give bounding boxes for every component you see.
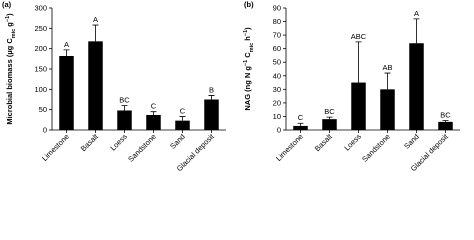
error-bar <box>121 105 128 111</box>
bar <box>88 41 103 131</box>
y-tick-label: 300 <box>34 4 47 13</box>
y-tick-label: 30 <box>273 85 281 94</box>
y-tick-label: 150 <box>34 65 47 74</box>
panel-label: (a) <box>2 0 12 9</box>
y-axis-label: Microbial biomass (µg Cmic g−1) <box>5 13 17 125</box>
y-tick-label: 40 <box>273 71 281 80</box>
x-tick-label: Sand <box>168 132 187 151</box>
y-tick-label: 10 <box>273 112 281 121</box>
y-tick-label: 0 <box>43 126 47 135</box>
significance-letter: C <box>180 107 186 116</box>
x-tick-label: Loess <box>342 132 363 153</box>
label-part: ) <box>243 27 252 30</box>
error-bar <box>150 111 157 115</box>
significance-letter: C <box>151 102 157 111</box>
y-tick-label: 70 <box>273 31 281 40</box>
x-tick-label: Sandstone <box>126 132 158 164</box>
x-tick-label: Loess <box>108 132 129 153</box>
x-tick-label: Basalt <box>79 131 101 153</box>
label-part: h <box>243 36 252 43</box>
label-part: Microbial biomass (µg C <box>5 38 14 125</box>
y-tick-label: 200 <box>34 44 47 53</box>
axis-line <box>285 8 460 131</box>
significance-letter: BC <box>119 96 130 105</box>
label-sup: −1 <box>243 30 249 36</box>
y-tick-label: 60 <box>273 44 281 53</box>
label-part: ) <box>5 13 14 16</box>
label-sub: mic <box>249 43 255 52</box>
y-tick-label: 20 <box>273 98 281 107</box>
significance-letter: C <box>298 113 304 122</box>
y-tick-label: 0 <box>277 126 281 135</box>
bar <box>322 119 337 130</box>
bar <box>293 125 308 130</box>
bar <box>380 89 395 130</box>
error-bar <box>208 95 215 100</box>
significance-letter: A <box>414 9 419 18</box>
label-part: NAG (ng N g <box>243 66 252 111</box>
x-tick-label: Limestone <box>274 132 305 163</box>
error-bar <box>297 122 304 126</box>
y-tick-label: 50 <box>39 105 47 114</box>
bar <box>409 43 424 130</box>
significance-letter: A <box>93 15 98 24</box>
label-sup: −1 <box>5 16 11 22</box>
bar <box>204 99 219 130</box>
error-bar <box>384 72 391 90</box>
error-bar <box>179 116 186 121</box>
axis-line <box>51 8 226 131</box>
label-sup: −1 <box>243 60 249 66</box>
significance-letter: BC <box>440 111 451 120</box>
figure: (a)Microbial biomass (µg Cmic g−1)050100… <box>2 0 460 173</box>
y-axis-label: NAG (ng N g−1 Cmic h−1) <box>243 27 255 111</box>
x-tick-label: Sandstone <box>360 132 392 164</box>
bar <box>59 55 74 131</box>
significance-letter: ABC <box>351 32 367 41</box>
bar <box>351 82 366 130</box>
error-bar <box>442 120 449 122</box>
x-tick-label: Limestone <box>40 132 71 163</box>
significance-letter: BC <box>324 107 335 116</box>
y-tick-label: 80 <box>273 17 281 26</box>
x-tick-label: Sand <box>402 132 421 151</box>
significance-letter: AB <box>382 63 392 72</box>
y-tick-label: 250 <box>34 24 47 33</box>
panel-label: (b) <box>244 0 254 9</box>
bar <box>146 114 161 130</box>
y-tick-label: 90 <box>273 4 281 13</box>
label-part: g <box>5 22 14 29</box>
error-bar <box>63 49 70 56</box>
error-bar <box>326 116 333 120</box>
y-tick-label: 100 <box>34 85 47 94</box>
error-bar <box>413 18 420 44</box>
label-sub: mic <box>11 29 17 38</box>
significance-letter: A <box>64 40 69 49</box>
label-part: C <box>243 52 252 60</box>
bar <box>438 121 453 130</box>
significance-letter: B <box>209 85 214 94</box>
error-bar <box>92 24 99 42</box>
error-bar <box>355 41 362 83</box>
x-tick-label: Basalt <box>313 131 335 153</box>
y-tick-label: 50 <box>273 58 281 67</box>
bar <box>175 120 190 130</box>
bar <box>117 110 132 130</box>
